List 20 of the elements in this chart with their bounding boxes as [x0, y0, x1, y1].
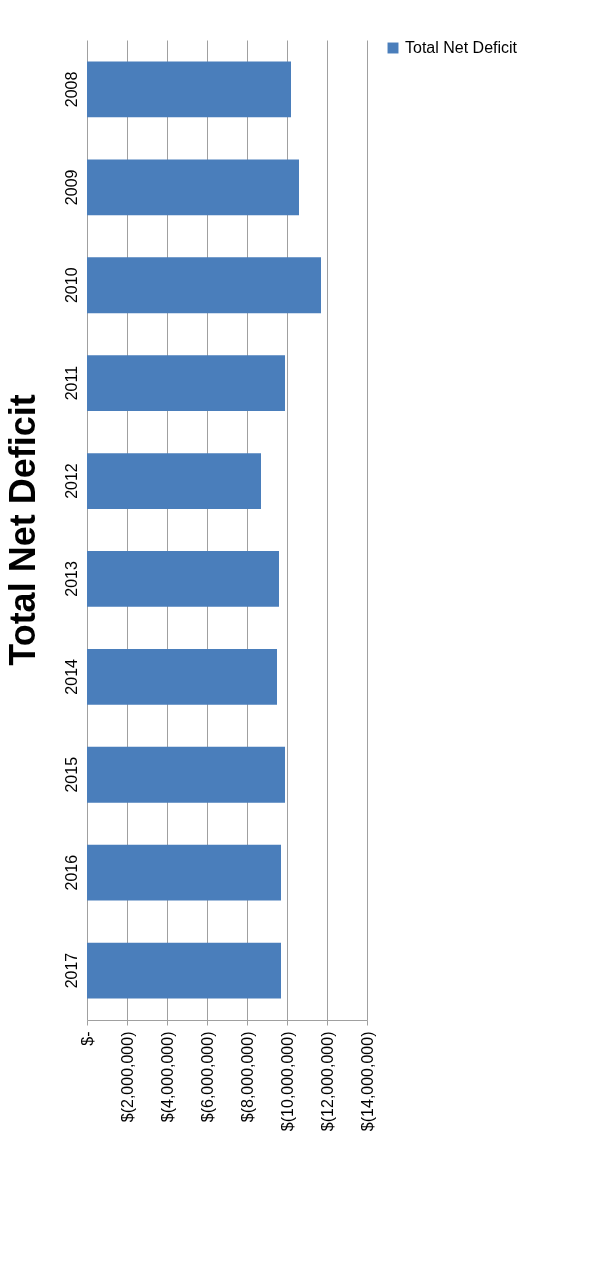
x-tick-label: $(4,000,000) [158, 1031, 176, 1123]
y-tick-label: 2015 [62, 756, 80, 793]
y-tick-label: 2010 [62, 267, 80, 304]
text: Total Net Deficit [2, 394, 43, 666]
x-tick-label: $(6,000,000) [198, 1031, 216, 1123]
legend-label: Total Net Deficit [405, 39, 518, 56]
y-tick-label: 2017 [62, 952, 80, 989]
x-tick-label: $- [78, 1031, 96, 1046]
y-tick-label: 2013 [62, 561, 80, 597]
y-tick-label: 2008 [62, 71, 80, 108]
x-tick-label: $(14,000,000) [358, 1031, 376, 1132]
x-tick-label: $(2,000,000) [118, 1031, 136, 1123]
y-tick-label: 2012 [62, 463, 80, 499]
x-tick-label: $(8,000,000) [238, 1031, 256, 1123]
y-tick-label: 2011 [62, 365, 80, 401]
y-tick-label: 2009 [62, 169, 80, 206]
y-tick-label: 2014 [62, 658, 80, 695]
y-tick-label: 2016 [62, 854, 80, 891]
x-tick-label: $(12,000,000) [318, 1031, 336, 1132]
x-tick-label: $(10,000,000) [278, 1031, 296, 1132]
